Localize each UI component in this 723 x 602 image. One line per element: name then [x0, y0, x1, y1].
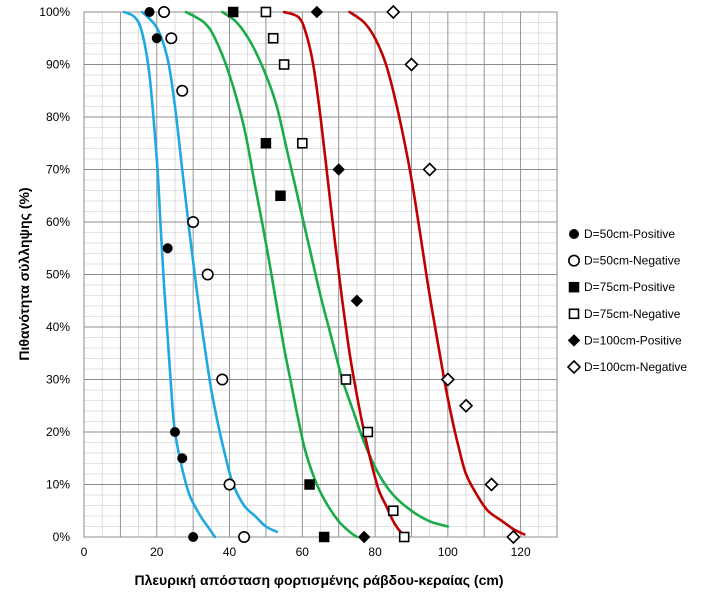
data-point: [440, 372, 455, 387]
data-point: [144, 7, 155, 17]
legend-label: D=75cm-Positive: [584, 280, 675, 294]
data-point: [260, 138, 272, 149]
data-point: [165, 32, 178, 45]
data-point: [260, 6, 272, 18]
y-tick-label: 30%: [46, 373, 70, 387]
data-point: [350, 294, 364, 307]
y-tick-label: 20%: [46, 425, 70, 439]
data-point: [386, 4, 401, 20]
legend-label: D=75cm-Negative: [584, 307, 681, 321]
fit-curve: [184, 10, 359, 539]
fit-curve: [122, 10, 217, 539]
y-tick-label: 100%: [39, 5, 70, 19]
x-axis-title: Πλευρική απόσταση φορτισμένης ράβδου-κερ…: [135, 572, 504, 588]
y-tick-label: 90%: [46, 58, 70, 72]
legend-label: D=100cm-Negative: [584, 360, 687, 374]
data-point: [223, 478, 236, 491]
fit-curve: [348, 10, 526, 536]
data-point: [297, 137, 308, 149]
y-tick-labels: 0% 10% 20% 30% 40% 50% 60% 70% 80% 90% 100%: [39, 5, 70, 544]
data-point: [158, 6, 171, 18]
y-tick-label: 0%: [53, 530, 71, 544]
x-tick-label: 120: [511, 545, 531, 559]
data-point: [278, 59, 290, 70]
data-point: [398, 531, 410, 543]
fit-curves: [122, 10, 526, 539]
data-point: [506, 529, 521, 545]
x-tick-label: 80: [368, 545, 382, 559]
legend-marker: [568, 308, 580, 320]
y-tick-label: 80%: [46, 110, 70, 124]
data-point: [387, 505, 399, 517]
legend: D=50cm-Positive D=50cm-Negative D=75cm-Pos…: [566, 227, 687, 375]
data-markers: [144, 4, 521, 545]
legend-label: D=100cm-Positive: [584, 333, 682, 347]
data-point: [187, 216, 200, 229]
data-point: [422, 162, 437, 177]
data-point: [310, 5, 324, 19]
data-point: [188, 532, 199, 542]
x-tick-label: 60: [296, 545, 310, 559]
legend-marker: [566, 359, 582, 375]
data-point: [238, 530, 251, 543]
x-tick-label: 40: [223, 545, 237, 559]
data-point: [304, 479, 315, 490]
fit-curve: [140, 10, 279, 534]
x-tick-labels: 0 20 40 60 80 100 120: [81, 545, 531, 559]
data-point: [484, 477, 499, 492]
fit-curve: [221, 10, 450, 528]
x-tick-label: 100: [438, 545, 458, 559]
data-point: [362, 426, 374, 438]
legend-marker: [569, 229, 579, 239]
legend-marker: [567, 254, 580, 267]
x-tick-label: 0: [81, 545, 88, 559]
data-point: [216, 373, 229, 386]
x-tick-label: 20: [150, 545, 164, 559]
y-tick-label: 70%: [46, 163, 70, 177]
data-point: [357, 530, 371, 544]
legend-label: D=50cm-Positive: [584, 227, 675, 241]
y-tick-label: 10%: [46, 478, 70, 492]
data-point: [169, 427, 180, 437]
data-point: [177, 453, 188, 464]
data-point: [318, 531, 330, 543]
data-point: [404, 57, 419, 72]
data-point: [162, 243, 173, 254]
legend-marker: [568, 281, 580, 293]
data-point: [332, 163, 345, 176]
data-point: [151, 33, 162, 44]
y-tick-label: 60%: [46, 215, 70, 229]
data-point: [340, 374, 352, 385]
legend-label: D=50cm-Negative: [584, 254, 681, 268]
data-point: [227, 6, 239, 18]
legend-marker: [567, 334, 581, 347]
data-point: [176, 84, 189, 97]
y-tick-label: 50%: [46, 268, 70, 282]
data-point: [458, 398, 474, 413]
y-tick-label: 40%: [46, 320, 70, 334]
data-point: [201, 268, 214, 281]
data-point: [267, 32, 279, 44]
data-point: [275, 190, 286, 201]
y-axis-title: Πιθανότητα σύλληψης (%): [16, 187, 32, 360]
